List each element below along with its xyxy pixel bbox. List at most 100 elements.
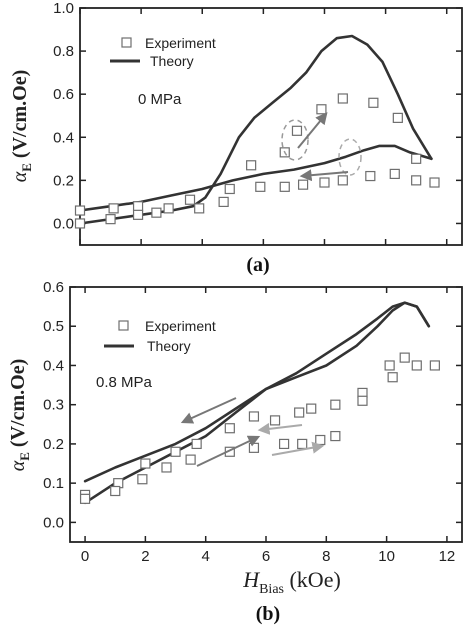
experiment-point bbox=[163, 203, 174, 214]
experiment-point bbox=[278, 438, 290, 450]
experiment-point bbox=[411, 153, 422, 164]
experiment-point bbox=[389, 168, 400, 179]
experiment-point bbox=[399, 352, 410, 363]
legend-experiment-label: Experiment bbox=[145, 318, 216, 334]
x-tick-label: 2 bbox=[141, 548, 149, 565]
panel-a-y-axis-unit: (V/cm.Oe) bbox=[9, 70, 31, 158]
experiment-point bbox=[218, 196, 229, 208]
experiment-point bbox=[316, 104, 327, 115]
experiment-point bbox=[337, 93, 348, 104]
panel-b-x-axis-subscript: Bias bbox=[259, 582, 284, 597]
experiment-point bbox=[291, 125, 303, 136]
theory-curve-2 bbox=[83, 301, 431, 505]
panel-a-condition-label: 0 MPa bbox=[138, 91, 182, 108]
panel-a-y-axis-label: αE (V/cm.Oe) bbox=[9, 70, 34, 182]
panel-b-y-axis-label: αE (V/cm.Oe) bbox=[7, 359, 32, 471]
x-tick-label: 6 bbox=[262, 548, 270, 565]
y-tick-label: 0.4 bbox=[53, 129, 74, 146]
experiment-point bbox=[108, 203, 119, 214]
panel-b-y-ticks: 0.0 0.1 0.2 0.3 0.4 0.5 0.6 bbox=[43, 279, 462, 531]
panel-a-loop-marker-lower bbox=[338, 138, 362, 176]
experiment-point bbox=[170, 446, 181, 457]
experiment-point bbox=[319, 177, 330, 188]
experiment-point bbox=[224, 183, 235, 195]
x-tick-label: 8 bbox=[322, 548, 330, 565]
experiment-point bbox=[74, 218, 86, 229]
y-tick-label: 0.0 bbox=[53, 215, 74, 232]
experiment-point bbox=[387, 372, 398, 383]
panel-a-y-ticks: 0.0 0.2 0.4 0.6 0.8 1.0 bbox=[53, 0, 462, 232]
experiment-point bbox=[330, 430, 341, 442]
experiment-point bbox=[248, 411, 260, 422]
legend-theory-label: Theory bbox=[147, 338, 191, 354]
panel-a-frame bbox=[79, 7, 463, 246]
panel-b-y-axis-unit: (V/cm.Oe) bbox=[7, 359, 29, 447]
experiment-point bbox=[330, 399, 341, 410]
experiment-point bbox=[140, 458, 151, 469]
y-tick-label: 0.2 bbox=[53, 172, 74, 189]
experiment-point bbox=[392, 112, 403, 123]
panel-a: 0.0 0.2 0.4 0.6 0.8 1.0 αE (V/cm.Oe) Experime… bbox=[9, 0, 463, 276]
experiment-point bbox=[306, 403, 317, 414]
panel-b-experiment-points bbox=[79, 352, 440, 504]
y-tick-label: 0.6 bbox=[43, 279, 64, 296]
experiment-point bbox=[297, 179, 309, 190]
experiment-point bbox=[191, 438, 202, 450]
experiment-point bbox=[79, 493, 91, 504]
experiment-point bbox=[151, 207, 162, 218]
theory-curve-1 bbox=[78, 144, 433, 212]
panel-a-arrow-up bbox=[297, 112, 328, 149]
experiment-point bbox=[315, 434, 326, 446]
panel-a-experiment-points bbox=[74, 93, 440, 229]
y-tick-label: 1.0 bbox=[53, 0, 74, 17]
panel-b-arrow-upper-left bbox=[180, 397, 237, 424]
panel-b-condition-label: 0.8 MPa bbox=[96, 374, 153, 391]
legend-experiment-label: Experiment bbox=[145, 35, 216, 51]
legend-experiment-marker bbox=[118, 320, 129, 331]
experiment-point bbox=[269, 415, 281, 426]
experiment-point bbox=[368, 97, 379, 108]
legend-experiment-marker bbox=[121, 37, 132, 48]
x-tick-label: 0 bbox=[81, 548, 89, 565]
x-tick-label: 12 bbox=[439, 548, 456, 565]
y-tick-label: 0.0 bbox=[43, 514, 64, 531]
panel-b-arrow-return-left bbox=[257, 422, 303, 435]
panel-a-x-ticks bbox=[79, 8, 448, 245]
y-tick-label: 0.6 bbox=[53, 86, 74, 103]
experiment-point bbox=[411, 360, 422, 371]
panel-b: 0.0 0.1 0.2 0.3 0.4 0.5 0.6 0 2 4 6 8 10 12 αE (V/cm… bbox=[7, 279, 463, 625]
experiment-point bbox=[110, 485, 121, 497]
theory-curve-2 bbox=[78, 34, 433, 225]
panel-b-x-axis-label: HBias (kOe) bbox=[242, 567, 341, 597]
panel-a-arrow-left bbox=[299, 169, 349, 182]
x-tick-label: 10 bbox=[378, 548, 395, 565]
panel-b-x-ticks: 0 2 4 6 8 10 12 bbox=[81, 287, 455, 565]
legend-theory-label: Theory bbox=[150, 53, 194, 69]
experiment-point bbox=[194, 203, 205, 214]
panel-b-frame bbox=[69, 286, 463, 543]
panel-b-arrow-return-right bbox=[271, 441, 325, 456]
panel-a-theory-curves bbox=[78, 34, 433, 225]
experiment-point bbox=[279, 181, 290, 192]
theory-curve-1 bbox=[83, 301, 431, 483]
experiment-point bbox=[74, 205, 86, 216]
panel-b-y-axis-subscript: E bbox=[17, 452, 32, 461]
experiment-point bbox=[429, 177, 440, 188]
panel-b-y-axis-symbol: α bbox=[7, 460, 29, 471]
y-tick-label: 0.3 bbox=[43, 397, 64, 414]
experiment-point bbox=[294, 407, 305, 418]
experiment-point bbox=[384, 360, 395, 371]
experiment-point bbox=[132, 209, 144, 220]
panel-b-arrow-lower-right bbox=[196, 435, 261, 467]
panel-a-label: (a) bbox=[246, 254, 269, 276]
panel-a-y-axis-subscript: E bbox=[19, 163, 34, 172]
experiment-point bbox=[365, 170, 376, 182]
panel-b-legend: Experiment Theory bbox=[104, 318, 216, 354]
experiment-point bbox=[137, 474, 148, 485]
experiment-point bbox=[132, 201, 144, 212]
x-tick-label: 4 bbox=[202, 548, 210, 565]
panel-a-loop-marker-upper bbox=[281, 119, 309, 161]
experiment-point bbox=[297, 438, 308, 450]
panel-b-theory-curves bbox=[83, 301, 431, 505]
